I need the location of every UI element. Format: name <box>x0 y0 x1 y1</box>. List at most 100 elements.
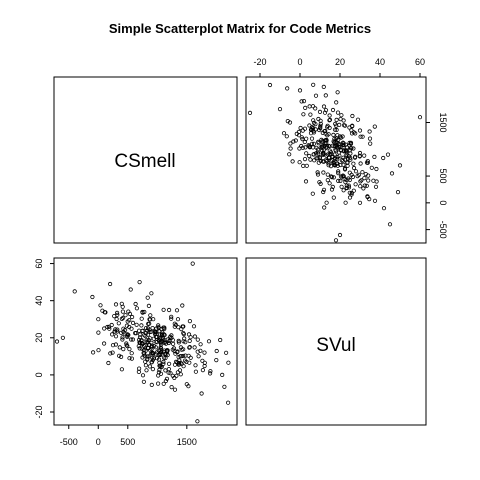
scatter-point-svul-csmell <box>117 322 120 325</box>
scatter-point-svul-csmell <box>122 347 125 350</box>
tick-label-top-csmell: 0 <box>297 57 302 67</box>
tick-label-top-csmell: -20 <box>253 57 266 67</box>
scatter-point-svul-csmell <box>175 374 178 377</box>
scatter-point-csmell-svul <box>382 156 385 159</box>
scatter-point-svul-csmell <box>162 308 165 311</box>
scatter-point-csmell-svul <box>363 154 366 157</box>
scatter-point-svul-csmell <box>187 354 190 357</box>
scatter-point-svul-csmell <box>114 303 117 306</box>
scatter-point-csmell-svul <box>311 192 314 195</box>
scatter-point-svul-csmell <box>224 351 227 354</box>
tick-label-bottom-svul: -500 <box>60 437 78 447</box>
scatter-point-csmell-svul <box>314 94 317 97</box>
scatter-point-svul-csmell <box>99 304 102 307</box>
scatter-point-svul-csmell <box>219 338 222 341</box>
scatter-point-svul-csmell <box>130 352 133 355</box>
scatter-point-svul-csmell <box>128 357 131 360</box>
scatter-point-csmell-svul <box>285 135 288 138</box>
scatter-point-csmell-svul <box>382 207 385 210</box>
scatter-point-svul-csmell <box>110 323 113 326</box>
scatter-point-svul-csmell <box>149 314 152 317</box>
scatter-point-csmell-svul <box>298 161 301 164</box>
scatter-point-svul-csmell <box>226 401 229 404</box>
scatter-point-csmell-svul <box>390 172 393 175</box>
scatter-point-csmell-svul <box>358 129 361 132</box>
scatter-point-svul-csmell <box>114 335 117 338</box>
scatter-point-csmell-svul <box>303 127 306 130</box>
scatter-point-svul-csmell <box>97 318 100 321</box>
scatter-point-csmell-svul <box>298 147 301 150</box>
scatter-point-csmell-svul <box>361 171 364 174</box>
scatter-point-csmell-svul <box>359 185 362 188</box>
scatter-point-csmell-svul <box>352 189 355 192</box>
scatter-point-csmell-svul <box>316 173 319 176</box>
scatter-point-svul-csmell <box>221 373 224 376</box>
scatter-point-csmell-svul <box>374 185 377 188</box>
scatter-point-csmell-svul <box>370 166 373 169</box>
scatter-point-svul-csmell <box>170 385 173 388</box>
scatter-point-csmell-svul <box>351 114 354 117</box>
scatter-point-svul-csmell <box>194 370 197 373</box>
tick-label-left-csmell: 40 <box>34 296 44 306</box>
scatter-point-csmell-svul <box>308 154 311 157</box>
scatter-point-svul-csmell <box>215 358 218 361</box>
scatter-point-csmell-svul <box>349 152 352 155</box>
scatter-point-svul-csmell <box>197 355 200 358</box>
scatter-point-csmell-svul <box>340 114 343 117</box>
scatter-point-svul-csmell <box>146 296 149 299</box>
scatter-point-csmell-svul <box>354 170 357 173</box>
scatter-point-csmell-svul <box>308 124 311 127</box>
scatter-point-csmell-svul <box>418 116 421 119</box>
scatter-point-svul-csmell <box>173 388 176 391</box>
scatter-point-svul-csmell <box>129 288 132 291</box>
scatter-point-csmell-svul <box>335 101 338 104</box>
scatter-point-svul-csmell <box>145 369 148 372</box>
scatter-point-svul-csmell <box>147 304 150 307</box>
scatter-point-csmell-svul <box>336 91 339 94</box>
scatter-point-csmell-svul <box>375 167 378 170</box>
scatter-point-csmell-svul <box>362 187 365 190</box>
scatter-point-csmell-svul <box>268 83 271 86</box>
scatter-point-csmell-svul <box>335 118 338 121</box>
scatter-point-csmell-svul <box>322 85 325 88</box>
tick-label-top-csmell: 40 <box>375 57 385 67</box>
scatter-point-svul-csmell <box>171 342 174 345</box>
scatter-point-csmell-svul <box>282 132 285 135</box>
scatter-point-svul-csmell <box>91 351 94 354</box>
scatter-point-svul-csmell <box>137 367 140 370</box>
scatter-point-svul-csmell <box>189 356 192 359</box>
scatter-point-svul-csmell <box>194 364 197 367</box>
scatter-point-csmell-svul <box>278 107 281 110</box>
scatter-point-csmell-svul <box>309 113 312 116</box>
scatter-point-csmell-svul <box>386 153 389 156</box>
scatter-point-svul-csmell <box>179 373 182 376</box>
tick-label-right-svul: -500 <box>438 221 448 239</box>
variable-label-csmell: CSmell <box>114 151 175 172</box>
tick-label-top-csmell: 20 <box>335 57 345 67</box>
scatter-point-svul-csmell <box>121 338 124 341</box>
scatter-point-csmell-svul <box>305 164 308 167</box>
scatter-point-csmell-svul <box>323 206 326 209</box>
scatter-point-svul-csmell <box>97 349 100 352</box>
scatter-point-csmell-svul <box>328 182 331 185</box>
scatter-point-svul-csmell <box>223 385 226 388</box>
scatter-point-csmell-svul <box>352 166 355 169</box>
scatter-point-svul-csmell <box>167 308 170 311</box>
scatter-point-csmell-svul <box>332 133 335 136</box>
scatter-point-csmell-svul <box>326 173 329 176</box>
scatter-point-csmell-svul <box>328 114 331 117</box>
scatter-point-csmell-svul <box>308 105 311 108</box>
scatter-point-svul-csmell <box>167 367 170 370</box>
scatter-point-csmell-svul <box>310 137 313 140</box>
scatter-point-csmell-svul <box>302 164 305 167</box>
scatter-point-csmell-svul <box>297 130 300 133</box>
scatter-point-csmell-svul <box>312 83 315 86</box>
scatter-point-csmell-svul <box>325 201 328 204</box>
scatter-point-csmell-svul <box>304 106 307 109</box>
tick-label-right-svul: 500 <box>438 169 448 184</box>
scatter-point-csmell-svul <box>291 160 294 163</box>
scatter-point-svul-csmell <box>151 326 154 329</box>
scatter-point-svul-csmell <box>164 369 167 372</box>
scatter-point-csmell-svul <box>373 125 376 128</box>
